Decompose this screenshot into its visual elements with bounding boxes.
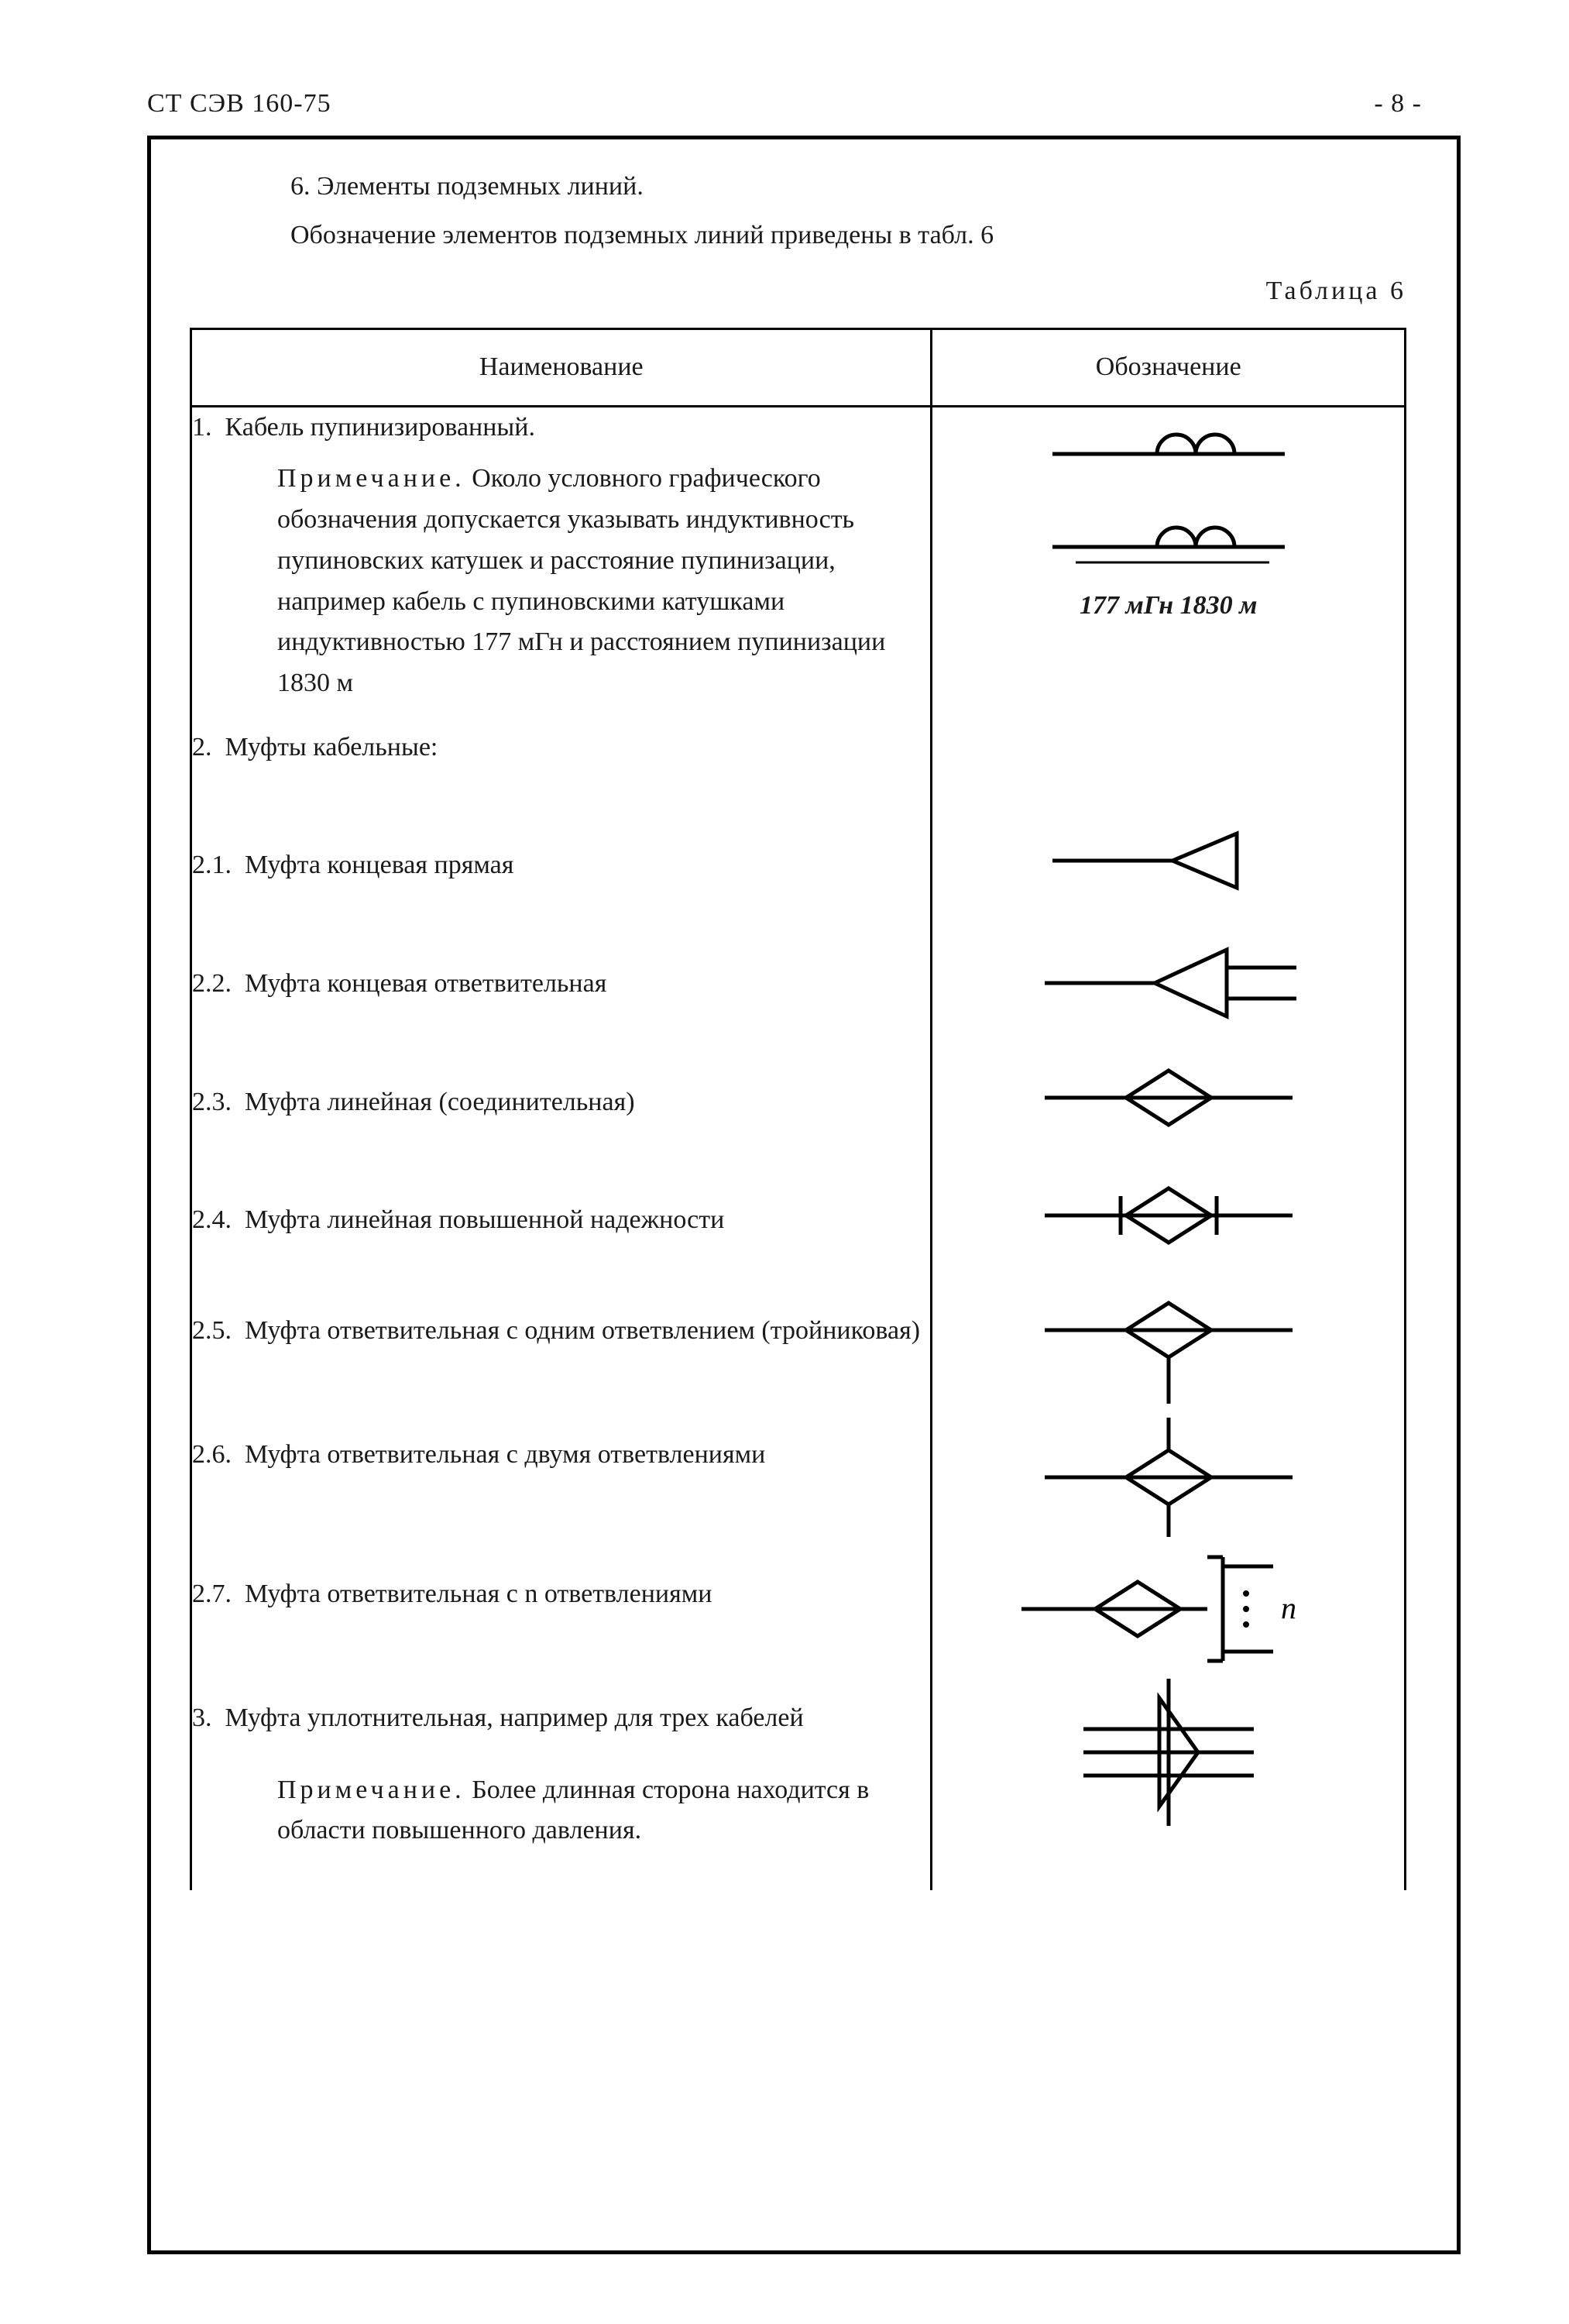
- section-number: 6.: [290, 172, 311, 201]
- note-prefix: Примечание.: [277, 464, 465, 493]
- row-num: 2.7.: [192, 1580, 232, 1608]
- doc-code: СТ СЭВ 160-75: [147, 89, 331, 119]
- row-text: Муфта ответвительная с одним ответвление…: [245, 1316, 920, 1345]
- table-header-row: Наименование Обозначение: [191, 329, 1406, 407]
- symbol-branch-one-icon: [1029, 1287, 1308, 1411]
- table-row: 2.3. Муфта линейная (соединительная): [191, 1051, 1406, 1170]
- table-row: 2.7. Муфта ответвительная с n ответвлени…: [191, 1543, 1406, 1675]
- row-3-title: 3. Муфта уплотнительная, например для тр…: [192, 1698, 930, 1739]
- table-row: 3. Муфта уплотнительная, например для тр…: [191, 1675, 1406, 1755]
- row-num: 2.: [192, 733, 212, 761]
- row-num: 2.4.: [192, 1205, 232, 1234]
- table-6: Наименование Обозначение 1. Кабель пупин…: [190, 328, 1406, 1890]
- row-text: Муфта ответвительная с двумя ответвления…: [245, 1440, 765, 1469]
- row-24-title: 2.4. Муфта линейная повышенной надежност…: [192, 1200, 930, 1241]
- row-27-title: 2.7. Муфта ответвительная с n ответвлени…: [192, 1574, 930, 1615]
- row-1-title: 1. Кабель пупинизированный.: [192, 407, 930, 449]
- row-num: 1.: [192, 413, 212, 442]
- row-1-note: Примечание. Около условного графического…: [192, 459, 930, 703]
- table-row: 2.4. Муфта линейная повышенной надежност…: [191, 1169, 1406, 1287]
- symbol-sealing-three-icon: [1052, 1675, 1285, 1830]
- page: СТ СЭВ 160-75 - 8 - 6. Элементы подземны…: [0, 0, 1569, 2324]
- table-row: 2.6. Муфта ответвительная с двумя ответв…: [191, 1411, 1406, 1543]
- row-text: Муфты кабельные:: [225, 733, 438, 761]
- row-23-title: 2.3. Муфта линейная (соединительная): [192, 1082, 930, 1123]
- note-text: Около условного графического обозначения…: [277, 464, 885, 696]
- row-3-note: Примечание. Более длинная сторона находи…: [192, 1770, 930, 1851]
- row-num: 2.5.: [192, 1316, 232, 1345]
- row-22-title: 2.2. Муфта концевая ответвительная: [192, 964, 930, 1005]
- content: 6. Элементы подземных линий. Обозначение…: [190, 167, 1406, 1890]
- row-text: Муфта концевая ответвительная: [245, 969, 606, 998]
- row-text: Муфта ответвительная с n ответвлениями: [245, 1580, 712, 1608]
- section-heading: 6. Элементы подземных линий.: [290, 167, 1406, 208]
- row-text: Муфта линейная (соединительная): [245, 1088, 635, 1116]
- symbol-branch-n-icon: n: [1014, 1543, 1324, 1675]
- table-row: 1. Кабель пупинизированный. Примечание. …: [191, 406, 1406, 703]
- row-text: Кабель пупинизированный.: [225, 413, 535, 442]
- symbol-end-branch-icon: [1029, 933, 1308, 1033]
- row-26-title: 2.6. Муфта ответвительная с двумя ответв…: [192, 1435, 930, 1476]
- row-text: Муфта уплотнительная, например для трех …: [225, 1703, 804, 1732]
- table-row: 2.2. Муфта концевая ответвительная: [191, 933, 1406, 1051]
- note-prefix: Примечание.: [277, 1776, 465, 1804]
- section-subtitle: Обозначение элементов подземных линий пр…: [290, 215, 1406, 256]
- table-row: 2.5. Муфта ответвительная с одним ответв…: [191, 1287, 1406, 1411]
- symbol-line-join-icon: [1029, 1051, 1308, 1144]
- row-num: 2.6.: [192, 1440, 232, 1469]
- section-title: Элементы подземных линий.: [317, 172, 644, 201]
- row-num: 2.2.: [192, 969, 232, 998]
- symbol-pupin-icon: [1029, 407, 1308, 485]
- symbol-branch-two-icon: [1029, 1411, 1308, 1543]
- row-num: 2.1.: [192, 851, 232, 879]
- page-header: СТ СЭВ 160-75 - 8 -: [147, 89, 1422, 119]
- table-row: 2. Муфты кабельные:: [191, 704, 1406, 815]
- row-2-title: 2. Муфты кабельные:: [192, 727, 930, 768]
- table-caption: Таблица 6: [190, 271, 1406, 312]
- page-number: - 8 -: [1374, 89, 1422, 119]
- row-21-title: 2.1. Муфта концевая прямая: [192, 845, 930, 886]
- symbol-line-join-reliable-icon: [1029, 1169, 1308, 1262]
- symbol-annot: 177 мГн 1830 м: [932, 586, 1404, 627]
- n-label: n: [1281, 1590, 1296, 1625]
- row-num: 3.: [192, 1703, 212, 1732]
- row-text: Муфта концевая прямая: [245, 851, 513, 879]
- table-row: 2.1. Муфта концевая прямая: [191, 814, 1406, 933]
- symbol-end-straight-icon: [1029, 814, 1308, 907]
- col-header-symbol: Обозначение: [932, 329, 1406, 407]
- row-num: 2.3.: [192, 1088, 232, 1116]
- row-text: Муфта линейная повышенной надежности: [245, 1205, 724, 1234]
- col-header-name: Наименование: [191, 329, 932, 407]
- row-25-title: 2.5. Муфта ответвительная с одним ответв…: [192, 1311, 930, 1352]
